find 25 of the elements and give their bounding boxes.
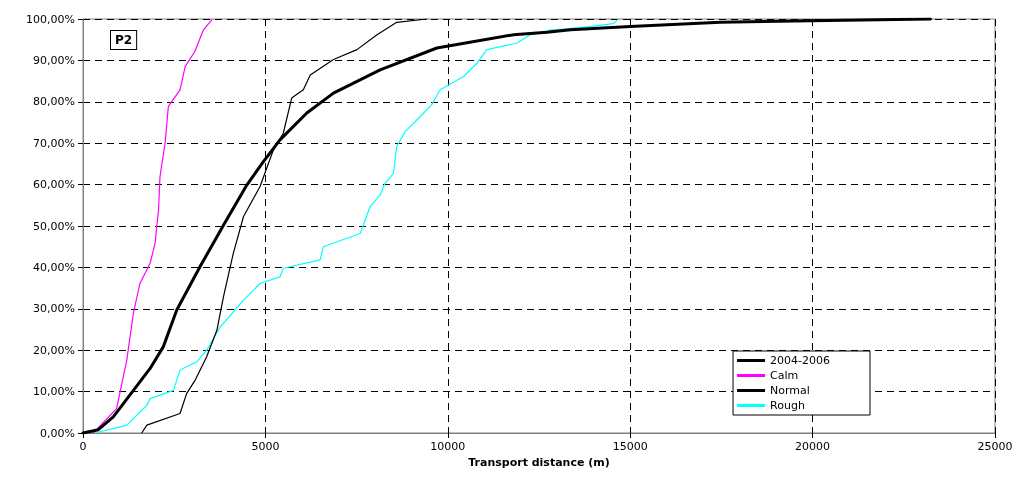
y-tick-label: 40,00% bbox=[33, 260, 75, 274]
legend-label: Normal bbox=[770, 384, 810, 397]
y-tick-label: 90,00% bbox=[33, 53, 75, 67]
legend-label: Rough bbox=[770, 399, 805, 412]
y-tick-label: 50,00% bbox=[33, 219, 75, 233]
y-tick-label: 70,00% bbox=[33, 136, 75, 150]
y-tick-label: 0,00% bbox=[40, 426, 75, 440]
x-tick-label: 10000 bbox=[430, 440, 466, 453]
line-series bbox=[94, 19, 619, 434]
y-tick-label: 10,00% bbox=[33, 385, 75, 399]
line-series bbox=[92, 19, 213, 434]
legend-label: 2004-2006 bbox=[770, 354, 831, 367]
x-axis-title: Transport distance (m) bbox=[468, 456, 610, 469]
annotation: P2 bbox=[115, 33, 133, 47]
y-tick-label: 20,00% bbox=[33, 343, 75, 357]
x-tick-label: 15000 bbox=[612, 440, 648, 453]
x-tick-label: 5000 bbox=[251, 440, 280, 453]
y-tick-label: 80,00% bbox=[33, 95, 75, 109]
x-tick-label: 25000 bbox=[977, 440, 1013, 453]
y-tick-label: 30,00% bbox=[33, 302, 75, 316]
legend-label: Calm bbox=[770, 369, 799, 382]
x-tick-label: 20000 bbox=[795, 440, 831, 453]
x-tick-label: 0 bbox=[79, 440, 87, 453]
y-tick-label: 100,00% bbox=[26, 12, 75, 26]
y-tick-label: 60,00% bbox=[33, 178, 75, 192]
